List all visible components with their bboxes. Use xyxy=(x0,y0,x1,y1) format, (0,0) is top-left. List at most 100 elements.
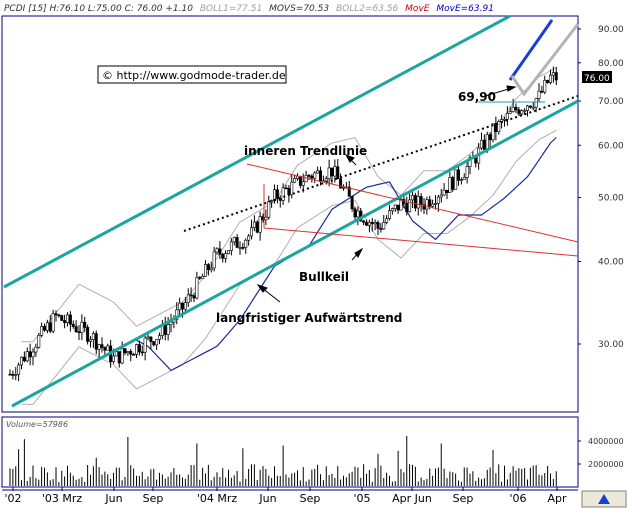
watermark-box xyxy=(97,65,287,84)
candle-body xyxy=(551,72,555,76)
candle-body xyxy=(181,302,185,310)
candle-body xyxy=(339,178,343,189)
candle-body xyxy=(68,314,72,325)
price-tick-label: 40.00 xyxy=(598,258,624,268)
time-tick-label: Sep xyxy=(453,492,474,505)
candle-body xyxy=(74,326,78,332)
price-tick-label: 90.00 xyxy=(598,25,624,35)
candle-body xyxy=(531,106,535,109)
candle-body xyxy=(333,166,337,177)
arrow-head-level xyxy=(506,85,517,92)
candle-body xyxy=(221,253,225,259)
wedge-upper-line xyxy=(246,163,579,243)
candle-body xyxy=(367,222,371,226)
volume-label: Volume=57986 xyxy=(6,420,68,429)
candle-body xyxy=(488,134,492,141)
last-price-value: 76.00 xyxy=(584,74,610,84)
candle-body xyxy=(241,247,245,249)
candle-body xyxy=(353,208,357,218)
candle-body xyxy=(523,110,527,112)
candle-body xyxy=(232,237,236,243)
candle-body xyxy=(51,313,55,332)
candle-body xyxy=(485,134,489,150)
time-tick-label: Apr xyxy=(547,492,567,505)
price-panel xyxy=(1,15,579,413)
candle-body xyxy=(548,74,552,83)
candle-body xyxy=(393,204,397,209)
candle-body xyxy=(456,169,460,181)
candle-body xyxy=(97,344,101,350)
candle-body xyxy=(227,250,231,254)
candle-body xyxy=(94,333,98,350)
candle-body xyxy=(341,187,345,189)
candle-body xyxy=(448,177,452,193)
candle-body xyxy=(25,351,29,362)
candle-body xyxy=(146,336,150,339)
candle-body xyxy=(140,351,144,354)
candle-body xyxy=(370,222,374,225)
candle-body xyxy=(385,218,389,223)
candle-body xyxy=(376,222,380,229)
candle-body xyxy=(204,264,208,277)
candle-body xyxy=(281,187,285,201)
candle-body xyxy=(37,335,41,348)
candle-body xyxy=(45,322,49,331)
candle-body xyxy=(244,239,248,248)
annotation-bullkeil: Bullkeil xyxy=(299,270,349,284)
volume-panel xyxy=(1,416,579,488)
candle-body xyxy=(373,222,377,225)
candle-body xyxy=(459,179,463,181)
candle-body xyxy=(163,324,167,335)
candle-body xyxy=(235,237,239,248)
header-line: PCDI [15] H:76.10 L:75.00 C: 76.00 +1.10… xyxy=(4,4,494,14)
time-tick-label: Jun xyxy=(104,492,122,505)
candle-body xyxy=(129,351,133,355)
candle-body xyxy=(431,203,435,207)
candle-body xyxy=(497,121,501,133)
candle-body xyxy=(474,157,478,164)
candle-body xyxy=(224,253,228,259)
candle-body xyxy=(132,354,136,356)
candle-body xyxy=(198,277,202,279)
candle-body xyxy=(63,320,67,323)
candle-body xyxy=(445,189,449,193)
time-tick-label: '06 xyxy=(509,492,526,505)
candle-body xyxy=(494,123,498,133)
candle-body xyxy=(189,294,193,297)
candle-body xyxy=(137,344,141,353)
candle-body xyxy=(201,276,205,279)
candle-body xyxy=(505,113,509,120)
candle-body xyxy=(318,170,322,182)
candle-body xyxy=(158,335,162,340)
candle-body xyxy=(517,109,521,115)
candle-body xyxy=(422,204,426,210)
candle-body xyxy=(123,348,127,354)
wedge-lower-line xyxy=(263,227,579,257)
channel-upper-line xyxy=(3,14,511,289)
candle-body xyxy=(135,344,139,355)
candle-body xyxy=(543,79,547,93)
candle-body xyxy=(511,106,515,112)
candle-body xyxy=(54,313,58,316)
candle-body xyxy=(310,175,314,179)
candle-body xyxy=(528,105,532,108)
time-tick-label: '03 Mrz xyxy=(42,492,83,505)
candle-body xyxy=(307,175,311,177)
candle-body xyxy=(77,331,81,333)
candle-body xyxy=(275,189,279,199)
candle-body xyxy=(462,177,466,180)
candle-body xyxy=(520,110,524,115)
candle-body xyxy=(183,302,187,310)
axes: 90.00 80.00 70.00 60.00 50.00 40.00 30.00 40000… xyxy=(4,25,624,505)
price-tick-label: 80.00 xyxy=(598,59,624,69)
candle-body xyxy=(42,326,46,331)
candle-body xyxy=(428,199,432,207)
candle-body xyxy=(192,295,196,299)
candle-body xyxy=(390,208,394,212)
candle-body xyxy=(106,345,110,351)
candle-body xyxy=(298,175,302,186)
candle-body xyxy=(66,314,70,323)
candle-body xyxy=(327,167,331,179)
candle-body xyxy=(540,90,544,93)
projection-grey xyxy=(510,23,580,97)
